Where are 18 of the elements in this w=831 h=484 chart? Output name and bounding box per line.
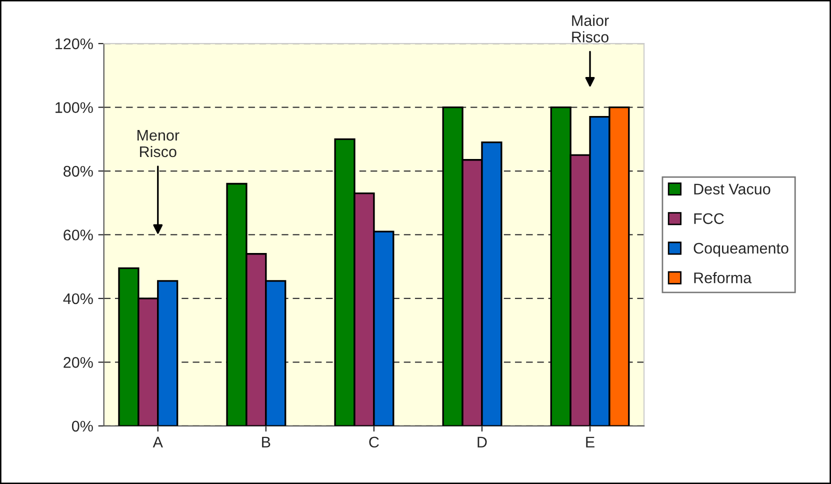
- x-tick-label: A: [152, 436, 163, 448]
- x-tick-label: B: [262, 436, 270, 448]
- legend-label: Reforma: [694, 272, 752, 284]
- x-tick-label: D: [478, 436, 487, 448]
- text: Maior Risco: [572, 14, 609, 42]
- y-tick-label: 120%: [56, 38, 93, 50]
- x-tick-label: C: [369, 436, 379, 448]
- annotation: Menor Risco: [137, 130, 180, 158]
- x-tick-label: E: [586, 436, 594, 448]
- y-tick-label: 0%: [72, 420, 93, 432]
- legend-label: Dest Vacuo: [694, 184, 770, 194]
- y-tick-label: 80%: [64, 166, 93, 177]
- legend-label: FCC: [694, 213, 724, 224]
- y-tick-label: 40%: [63, 293, 93, 304]
- y-tick-label: 60%: [64, 230, 93, 240]
- y-tick-label: 20%: [64, 357, 93, 368]
- y-tick-label: 100%: [56, 102, 93, 113]
- legend-label: Coqueamento: [694, 242, 788, 257]
